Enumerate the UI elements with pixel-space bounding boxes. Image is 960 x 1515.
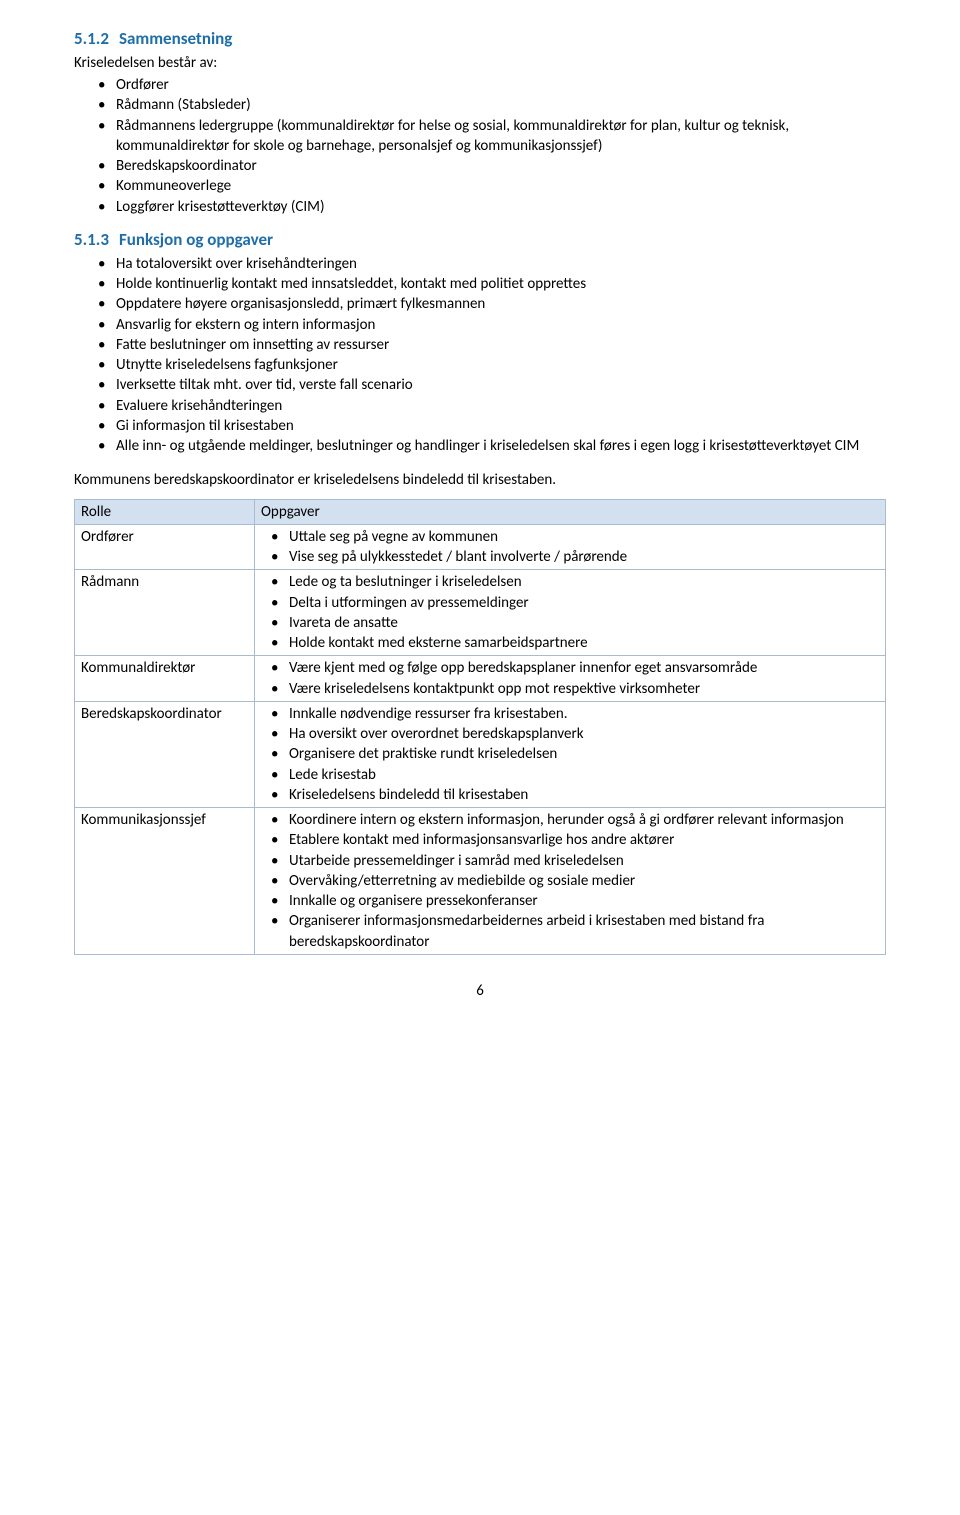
task-item: Vise seg på ulykkesstedet / blant involv… (289, 547, 879, 567)
list-513-item: Oppdatere høyere organisasjonsledd, prim… (116, 294, 886, 314)
task-item: Innkalle og organisere pressekonferanser (289, 891, 879, 911)
heading-512: 5.1.2 Sammensetning (74, 28, 886, 51)
tasks-cell: Uttale seg på vegne av kommunen Vise seg… (255, 524, 886, 570)
tasks-cell: Være kjent med og følge opp beredskapspl… (255, 656, 886, 702)
list-513-item: Evaluere krisehåndteringen (116, 396, 886, 416)
task-item: Holde kontakt med eksterne samarbeidspar… (289, 633, 879, 653)
list-512: Ordfører Rådmann (Stabsleder) Rådmannens… (74, 75, 886, 217)
heading-513-title: Funksjon og oppgaver (119, 229, 273, 250)
task-item: Organiserer informasjonsmedarbeidernes a… (289, 911, 879, 952)
task-item: Lede og ta beslutninger i kriseledelsen (289, 572, 879, 592)
task-item: Innkalle nødvendige ressurser fra krises… (289, 704, 879, 724)
intro-512: Kriseledelsen består av: (74, 53, 886, 73)
table-row: Kommunaldirektør Være kjent med og følge… (75, 656, 886, 702)
list-512-item: Ordfører (116, 75, 886, 95)
list-513-item: Ha totaloversikt over krisehåndteringen (116, 254, 886, 274)
list-512-item: Beredskapskoordinator (116, 156, 886, 176)
th-tasks: Oppgaver (255, 499, 886, 524)
list-513-item: Gi informasjon til krisestaben (116, 416, 886, 436)
role-cell: Ordfører (75, 524, 255, 570)
heading-513: 5.1.3 Funksjon og oppgaver (74, 229, 886, 252)
tasks-cell: Innkalle nødvendige ressurser fra krises… (255, 701, 886, 807)
list-513-item: Ansvarlig for ekstern og intern informas… (116, 315, 886, 335)
role-cell: Beredskapskoordinator (75, 701, 255, 807)
table-row: Ordfører Uttale seg på vegne av kommunen… (75, 524, 886, 570)
task-item: Ha oversikt over overordnet beredskapspl… (289, 724, 879, 744)
task-item: Være kjent med og følge opp beredskapspl… (289, 658, 879, 678)
role-cell: Kommunikasjonssjef (75, 808, 255, 955)
list-513-item: Holde kontinuerlig kontakt med innsatsle… (116, 274, 886, 294)
tasks-cell: Lede og ta beslutninger i kriseledelsen … (255, 570, 886, 656)
list-512-item: Loggfører krisestøtteverktøy (CIM) (116, 197, 886, 217)
task-item: Koordinere intern og ekstern informasjon… (289, 810, 879, 830)
heading-512-title: Sammensetning (119, 28, 232, 49)
task-item: Delta i utformingen av pressemeldinger (289, 593, 879, 613)
role-cell: Kommunaldirektør (75, 656, 255, 702)
heading-513-num: 5.1.3 (74, 229, 109, 250)
role-cell: Rådmann (75, 570, 255, 656)
task-item: Ivareta de ansatte (289, 613, 879, 633)
list-513: Ha totaloversikt over krisehåndteringen … (74, 254, 886, 457)
task-item: Lede krisestab (289, 765, 879, 785)
list-512-item: Rådmann (Stabsleder) (116, 95, 886, 115)
list-513-item: Iverksette tiltak mht. over tid, verste … (116, 375, 886, 395)
bridge-paragraph: Kommunens beredskapskoordinator er krise… (74, 470, 886, 490)
list-513-item: Fatte beslutninger om innsetting av ress… (116, 335, 886, 355)
table-row: Kommunikasjonssjef Koordinere intern og … (75, 808, 886, 955)
task-item: Organisere det praktiske rundt kriselede… (289, 744, 879, 764)
roles-table: Rolle Oppgaver Ordfører Uttale seg på ve… (74, 499, 886, 955)
list-513-item: Utnytte kriseledelsens fagfunksjoner (116, 355, 886, 375)
task-item: Uttale seg på vegne av kommunen (289, 527, 879, 547)
th-role: Rolle (75, 499, 255, 524)
list-512-item: Rådmannens ledergruppe (kommunaldirektør… (116, 116, 886, 157)
heading-512-num: 5.1.2 (74, 28, 109, 49)
task-item: Være kriseledelsens kontaktpunkt opp mot… (289, 679, 879, 699)
list-513-item: Alle inn- og utgående meldinger, beslutn… (116, 436, 886, 456)
task-item: Utarbeide pressemeldinger i samråd med k… (289, 851, 879, 871)
task-item: Kriseledelsens bindeledd til krisestaben (289, 785, 879, 805)
task-item: Etablere kontakt med informasjonsansvarl… (289, 830, 879, 850)
table-row: Beredskapskoordinator Innkalle nødvendig… (75, 701, 886, 807)
list-512-item: Kommuneoverlege (116, 176, 886, 196)
tasks-cell: Koordinere intern og ekstern informasjon… (255, 808, 886, 955)
table-row: Rådmann Lede og ta beslutninger i krisel… (75, 570, 886, 656)
page-number: 6 (74, 981, 886, 1001)
task-item: Overvåking/etterretning av mediebilde og… (289, 871, 879, 891)
